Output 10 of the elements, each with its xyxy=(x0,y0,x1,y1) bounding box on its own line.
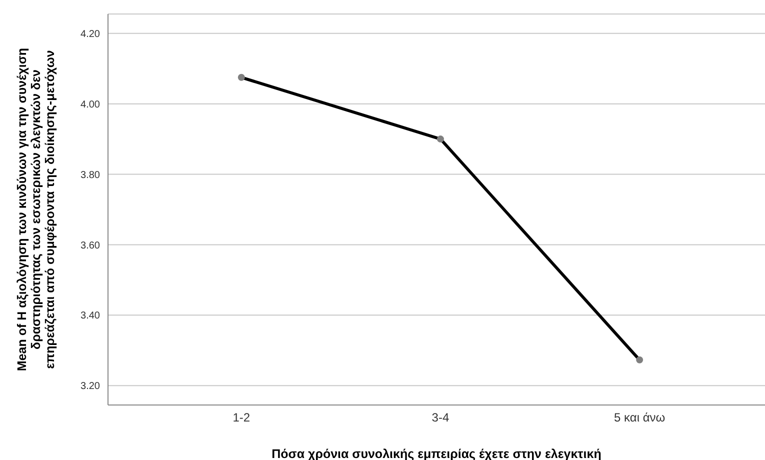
x-tick-label: 3-4 xyxy=(432,410,450,425)
x-tick-label: 1-2 xyxy=(232,410,250,425)
y-tick-label: 4.20 xyxy=(80,28,100,40)
y-tick-label: 3.20 xyxy=(80,381,100,392)
y-tick-label: 3.80 xyxy=(80,170,100,181)
x-tick-label: 5 και άνω xyxy=(614,410,666,425)
y-axis-title: Mean of Η αξιολόγηση των κινδύνων για την συνέχιση δραστηριότητας των εσωτερικών ελεγκτών δεν επηρεάζεται από συμφέροντα της διοίκησης-μετόχων xyxy=(15,48,57,372)
y-tick-label: 3.40 xyxy=(80,310,100,322)
y-tick-label: 4.00 xyxy=(80,99,100,110)
y-tick-label: 3.60 xyxy=(80,240,100,252)
